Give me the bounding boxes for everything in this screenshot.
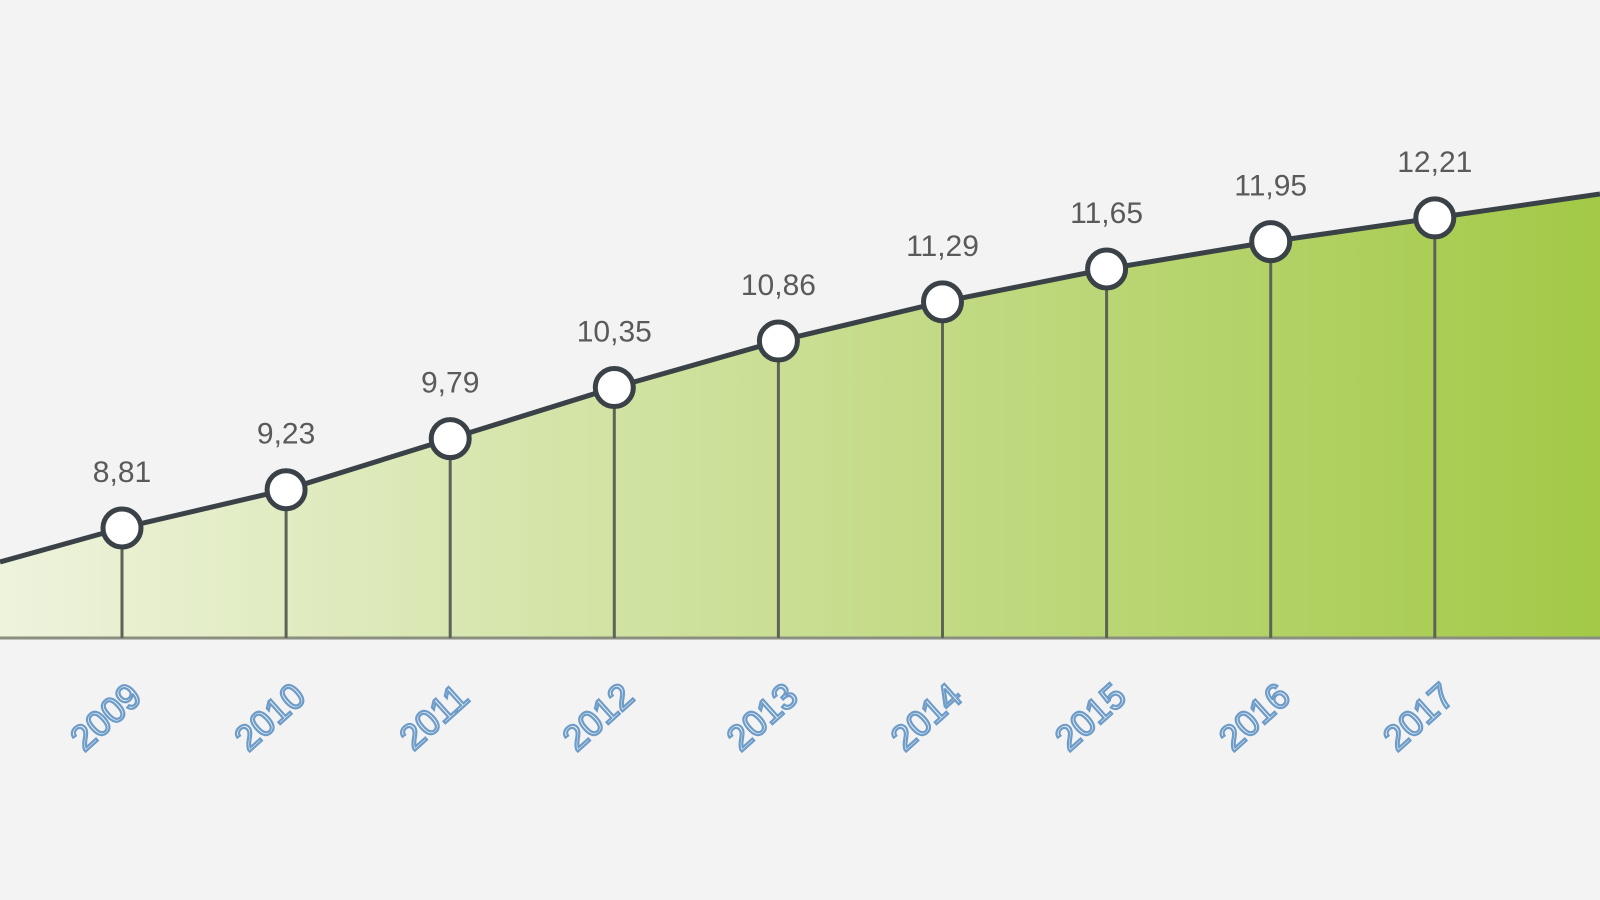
value-label: 11,95 — [1234, 170, 1307, 203]
data-point — [264, 468, 308, 512]
x-tick-label: 2009 — [62, 675, 149, 759]
x-tick-label: 2017 — [1375, 675, 1462, 759]
value-label: 10,35 — [577, 316, 652, 349]
value-label: 11,65 — [1070, 197, 1143, 230]
area-fill — [0, 194, 1600, 638]
x-tick-label: 2015 — [1047, 675, 1134, 759]
x-tick-label: 2013 — [719, 675, 806, 759]
data-point — [921, 280, 964, 324]
data-point — [592, 366, 636, 410]
data-point — [428, 417, 472, 461]
value-label: 10,86 — [741, 269, 816, 302]
value-label: 9,23 — [257, 418, 315, 451]
value-label: 8,81 — [93, 456, 151, 489]
x-tick-label: 2012 — [554, 675, 641, 759]
data-point — [756, 319, 800, 363]
value-label: 11,29 — [906, 230, 979, 263]
x-tick-label: 2010 — [226, 675, 313, 759]
x-tick-label: 2016 — [1211, 675, 1298, 759]
value-label: 12,21 — [1397, 146, 1472, 179]
data-point — [100, 506, 144, 550]
data-point — [1249, 220, 1293, 264]
x-tick-label: 2014 — [883, 675, 970, 759]
value-label: 9,79 — [421, 367, 479, 400]
data-point — [1085, 247, 1129, 291]
x-tick-label: 2011 — [391, 676, 476, 758]
data-point — [1413, 196, 1457, 240]
